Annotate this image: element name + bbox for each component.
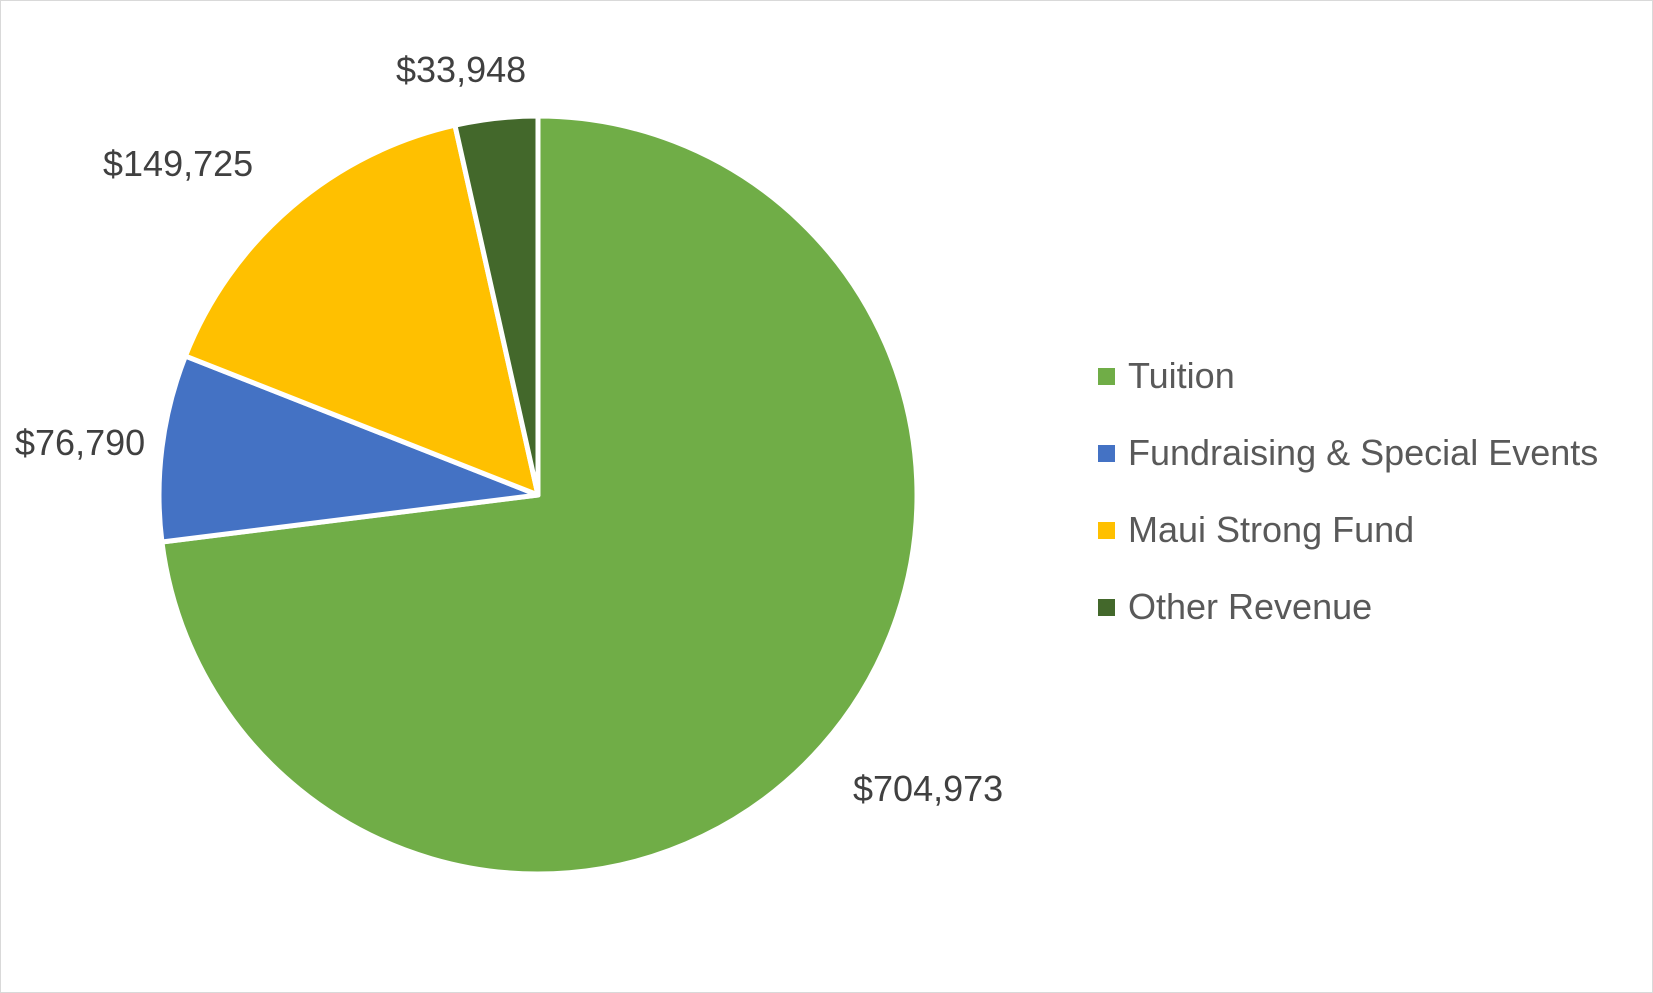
legend-label-maui-strong-fund: Maui Strong Fund (1128, 509, 1415, 550)
pie-slice-fundraising (156, 353, 541, 545)
data-label-tuition: $704,973 (853, 768, 1004, 809)
legend-item-fundraising: Fundraising & Special Events (1098, 435, 1598, 471)
legend-swatch-other-revenue (1098, 598, 1115, 616)
data-label-fundraising: $76,790 (15, 422, 146, 463)
legend-label-other-revenue: Other Revenue (1128, 586, 1373, 627)
legend-label-tuition: Tuition (1128, 355, 1235, 396)
data-label-maui-strong-fund: $149,725 (103, 143, 254, 184)
legend-swatch-maui-strong-fund (1098, 521, 1115, 539)
legend-label-fundraising: Fundraising & Special Events (1128, 432, 1599, 473)
legend-swatch-fundraising (1098, 444, 1115, 462)
legend: Tuition Fundraising & Special Events Mau… (1098, 358, 1598, 666)
legend-item-other-revenue: Other Revenue (1098, 589, 1598, 625)
pie-slice-other-revenue (452, 113, 541, 498)
pie-slice-maui-strong-fund (182, 122, 541, 498)
legend-swatch-tuition (1098, 367, 1115, 385)
data-label-other-revenue: $33,948 (396, 49, 527, 90)
legend-item-maui-strong-fund: Maui Strong Fund (1098, 512, 1598, 548)
legend-item-tuition: Tuition (1098, 358, 1598, 394)
